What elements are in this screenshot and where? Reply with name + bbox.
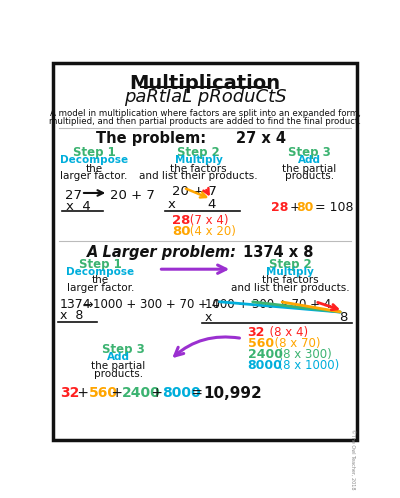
Text: and list their products.: and list their products. [140,171,258,181]
Text: 2400: 2400 [122,386,161,400]
Text: Step 3: Step 3 [288,146,331,159]
Text: 28: 28 [172,214,191,227]
Text: 80: 80 [172,225,191,238]
Text: 8000: 8000 [248,359,282,372]
Text: the: the [92,275,109,285]
Text: (8 x 4): (8 x 4) [262,326,308,339]
Text: the partial: the partial [282,164,337,174]
Text: = 108: = 108 [311,201,354,214]
Text: (8 x 70): (8 x 70) [267,337,320,350]
Text: +: + [147,386,167,400]
Text: Multiply: Multiply [266,267,314,277]
Text: Step 2: Step 2 [178,146,220,159]
Text: →: → [82,298,93,311]
Text: x  8: x 8 [60,309,84,322]
Text: 80: 80 [296,201,314,214]
Text: larger factor.: larger factor. [60,171,128,181]
Text: 8000: 8000 [162,386,201,400]
Text: (8 x 1000): (8 x 1000) [271,359,339,372]
Text: Decompose: Decompose [60,155,128,165]
Text: Multiplication: Multiplication [130,74,280,93]
Text: A model in multiplication where factors are split into an expanded form,: A model in multiplication where factors … [50,109,360,118]
Text: x: x [205,311,212,324]
Text: 10,992: 10,992 [204,386,262,401]
Text: Step 3: Step 3 [102,343,145,356]
Text: Multiply: Multiply [175,155,223,165]
Text: the factors: the factors [170,164,227,174]
Text: Step 1: Step 1 [79,257,122,270]
Text: larger factor.: larger factor. [67,283,134,293]
Text: 560: 560 [89,386,118,400]
Text: 1000 + 300 + 70 + 4: 1000 + 300 + 70 + 4 [94,298,220,311]
Text: (8 x 300): (8 x 300) [271,348,332,361]
Text: x: x [168,198,176,211]
Text: 27 x 4: 27 x 4 [236,131,286,146]
Text: 1374 x 8: 1374 x 8 [243,245,314,259]
Text: products.: products. [94,369,143,378]
Text: 1000 + 300 + 70 + 4: 1000 + 300 + 70 + 4 [205,298,331,311]
Text: ©The Owl Teacher, 2018: ©The Owl Teacher, 2018 [350,429,355,490]
Text: 4: 4 [207,198,215,211]
Text: x  4: x 4 [66,200,90,213]
Text: =: = [187,386,208,400]
Text: 2400: 2400 [248,348,283,361]
Text: (7 x 4): (7 x 4) [186,214,229,227]
Text: 20 + 7: 20 + 7 [110,189,155,202]
Text: 32: 32 [248,326,265,339]
Text: 1374: 1374 [60,298,92,311]
Text: Decompose: Decompose [66,267,134,277]
Text: (4 x 20): (4 x 20) [186,225,236,238]
Text: A Larger problem:: A Larger problem: [87,245,237,259]
Text: +: + [106,386,127,400]
Text: the: the [86,164,103,174]
Text: the partial: the partial [91,361,145,371]
Text: 20 + 7: 20 + 7 [172,184,217,198]
Text: and list their products.: and list their products. [231,283,350,293]
Text: 560: 560 [248,337,274,350]
Text: 28: 28 [271,201,288,214]
Text: The problem:: The problem: [96,131,206,146]
Text: multiplied, and then partial products are added to find the final product.: multiplied, and then partial products ar… [49,117,361,125]
Text: +: + [73,386,94,400]
Text: products.: products. [285,171,334,181]
Text: +: + [286,201,304,214]
Text: Step 1: Step 1 [73,146,116,159]
Text: Add: Add [107,353,130,363]
Text: Step 2: Step 2 [269,257,312,270]
Text: 27: 27 [66,189,82,202]
Text: Add: Add [298,155,321,165]
Text: the factors: the factors [262,275,318,285]
Text: paRtIaL pRoduCtS: paRtIaL pRoduCtS [124,88,286,106]
Text: 8: 8 [339,311,347,324]
Text: 32: 32 [60,386,80,400]
